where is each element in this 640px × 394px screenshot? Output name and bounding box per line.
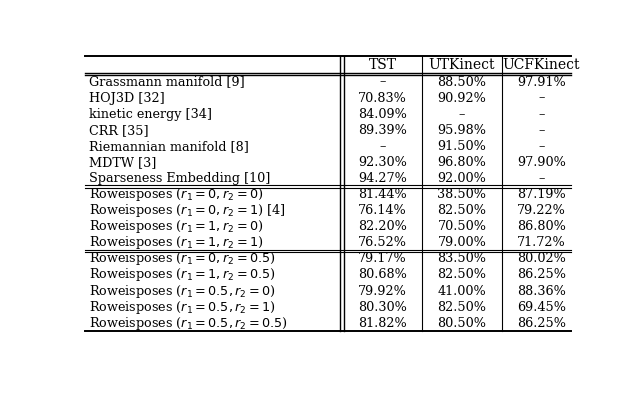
Text: 80.02%: 80.02%	[517, 253, 566, 266]
Text: 86.25%: 86.25%	[516, 268, 566, 281]
Text: 79.00%: 79.00%	[438, 236, 486, 249]
Text: MDTW [3]: MDTW [3]	[89, 156, 156, 169]
Text: Roweisposes ($r_1 = 0.5, r_2 = 0.5$): Roweisposes ($r_1 = 0.5, r_2 = 0.5$)	[89, 315, 288, 332]
Text: Roweisposes ($r_1 = 0, r_2 = 1$) [4]: Roweisposes ($r_1 = 0, r_2 = 1$) [4]	[89, 202, 285, 219]
Text: Roweisposes ($r_1 = 0, r_2 = 0.5$): Roweisposes ($r_1 = 0, r_2 = 0.5$)	[89, 251, 276, 268]
Text: 80.30%: 80.30%	[358, 301, 407, 314]
Text: 87.19%: 87.19%	[517, 188, 566, 201]
Text: Roweisposes ($r_1 = 1, r_2 = 0.5$): Roweisposes ($r_1 = 1, r_2 = 0.5$)	[89, 266, 276, 283]
Text: 76.52%: 76.52%	[358, 236, 407, 249]
Text: Roweisposes ($r_1 = 1, r_2 = 1$): Roweisposes ($r_1 = 1, r_2 = 1$)	[89, 234, 264, 251]
Text: Roweisposes ($r_1 = 0, r_2 = 0$): Roweisposes ($r_1 = 0, r_2 = 0$)	[89, 186, 264, 203]
Text: kinetic energy [34]: kinetic energy [34]	[89, 108, 212, 121]
Text: 88.50%: 88.50%	[437, 76, 486, 89]
Text: –: –	[380, 76, 386, 89]
Text: 96.80%: 96.80%	[438, 156, 486, 169]
Text: 97.91%: 97.91%	[517, 76, 566, 89]
Text: 80.68%: 80.68%	[358, 268, 407, 281]
Text: HOJ3D [32]: HOJ3D [32]	[89, 91, 164, 104]
Text: Roweisposes ($r_1 = 0.5, r_2 = 0$): Roweisposes ($r_1 = 0.5, r_2 = 0$)	[89, 282, 276, 299]
Text: 38.50%: 38.50%	[437, 188, 486, 201]
Text: –: –	[538, 91, 545, 104]
Text: 76.14%: 76.14%	[358, 204, 407, 217]
Text: 79.92%: 79.92%	[358, 284, 407, 297]
Text: 86.80%: 86.80%	[517, 220, 566, 233]
Text: 82.50%: 82.50%	[437, 301, 486, 314]
Text: Grassmann manifold [9]: Grassmann manifold [9]	[89, 76, 244, 89]
Text: 91.50%: 91.50%	[438, 140, 486, 153]
Text: 81.82%: 81.82%	[358, 317, 407, 330]
Text: 88.36%: 88.36%	[517, 284, 566, 297]
Text: 81.44%: 81.44%	[358, 188, 407, 201]
Text: 94.27%: 94.27%	[358, 172, 407, 185]
Text: CRR [35]: CRR [35]	[89, 124, 148, 137]
Text: Roweisposes ($r_1 = 0.5, r_2 = 1$): Roweisposes ($r_1 = 0.5, r_2 = 1$)	[89, 299, 276, 316]
Text: UCFKinect: UCFKinect	[502, 58, 580, 72]
Text: 79.22%: 79.22%	[517, 204, 566, 217]
Text: 92.30%: 92.30%	[358, 156, 407, 169]
Text: 82.20%: 82.20%	[358, 220, 407, 233]
Text: 90.92%: 90.92%	[438, 91, 486, 104]
Text: 41.00%: 41.00%	[438, 284, 486, 297]
Text: –: –	[380, 140, 386, 153]
Text: 69.45%: 69.45%	[516, 301, 566, 314]
Text: 70.83%: 70.83%	[358, 91, 407, 104]
Text: –: –	[538, 124, 545, 137]
Text: TST: TST	[369, 58, 397, 72]
Text: Sparseness Embedding [10]: Sparseness Embedding [10]	[89, 172, 270, 185]
Text: –: –	[459, 108, 465, 121]
Text: 70.50%: 70.50%	[437, 220, 486, 233]
Text: 86.25%: 86.25%	[516, 317, 566, 330]
Text: 80.50%: 80.50%	[437, 317, 486, 330]
Text: 79.17%: 79.17%	[358, 253, 407, 266]
Text: 97.90%: 97.90%	[517, 156, 566, 169]
Text: –: –	[538, 140, 545, 153]
Text: 89.39%: 89.39%	[358, 124, 407, 137]
Text: 84.09%: 84.09%	[358, 108, 407, 121]
Text: Riemannian manifold [8]: Riemannian manifold [8]	[89, 140, 249, 153]
Text: 92.00%: 92.00%	[438, 172, 486, 185]
Text: UTKinect: UTKinect	[429, 58, 495, 72]
Text: Roweisposes ($r_1 = 1, r_2 = 0$): Roweisposes ($r_1 = 1, r_2 = 0$)	[89, 218, 264, 235]
Text: 71.72%: 71.72%	[517, 236, 566, 249]
Text: –: –	[538, 108, 545, 121]
Text: 82.50%: 82.50%	[437, 268, 486, 281]
Text: 82.50%: 82.50%	[437, 204, 486, 217]
Text: –: –	[538, 172, 545, 185]
Text: 83.50%: 83.50%	[437, 253, 486, 266]
Text: 95.98%: 95.98%	[437, 124, 486, 137]
